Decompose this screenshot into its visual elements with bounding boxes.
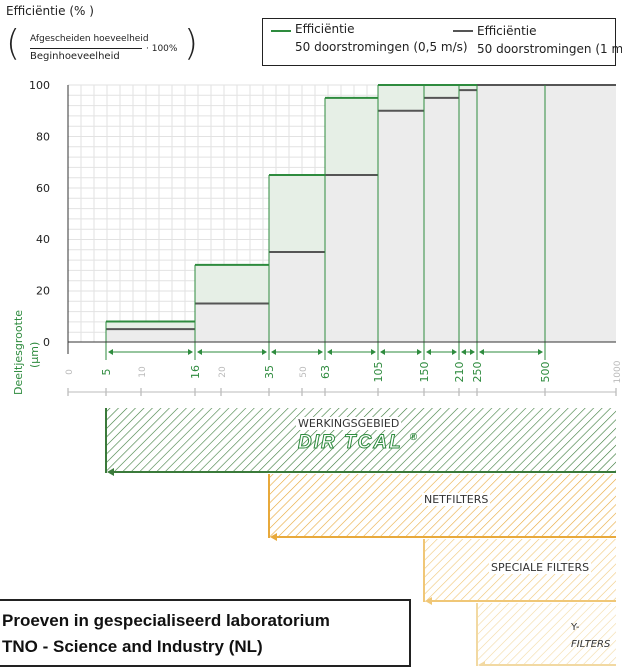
band-y-filters-arrow [478, 661, 485, 666]
range-arrow-head-left [327, 349, 332, 355]
step-fill-1 [459, 90, 477, 342]
y-axis-title: Efficiëntie (% ) [6, 4, 94, 18]
range-arrow-head-left [380, 349, 385, 355]
band-speciale-filters-arrow [425, 597, 432, 605]
lab-note-line2: TNO - Science and Industry (NL) [2, 637, 263, 656]
step-fill-1 [269, 252, 325, 342]
y-tick-label: 80 [36, 130, 50, 143]
band-netfilters-arrow [270, 533, 277, 541]
x-tick-label-minor: 1000 [613, 360, 622, 383]
legend-swatch-1 [453, 30, 473, 32]
formula-divider [30, 48, 142, 49]
legend-label-05-line1: Efficiëntie [295, 22, 355, 36]
chart-axes: 0 20 40 60 80 100 5 16 35 63 105 150 210 250 500 0 10 20 5… [29, 79, 622, 396]
range-arrow-head-left [461, 349, 466, 355]
x-tick-label-minor: 50 [299, 366, 309, 378]
lab-note-line1: Proeven in gespecialiseerd laboratorium [2, 611, 330, 630]
formula-factor: · 100% [146, 44, 178, 54]
x-tick-label: 63 [319, 365, 332, 379]
x-tick-label: 150 [418, 362, 431, 383]
x-tick-label-minor: 10 [138, 366, 148, 378]
step-fill-1 [325, 174, 378, 342]
band-y-filters [477, 603, 616, 666]
range-arrow-head-right [538, 349, 543, 355]
formula-numerator: Afgescheiden hoeveelheid [30, 34, 149, 44]
x-tick-label: 250 [471, 362, 484, 383]
range-arrow-head-left [426, 349, 431, 355]
chart-fills [106, 85, 616, 342]
range-bands [105, 408, 616, 666]
x-tick-label: 16 [189, 365, 202, 379]
formula-denominator: Beginhoeveelheid [30, 51, 120, 62]
legend-label-05-line2: 50 doorstromingen (0,5 m/s) [295, 40, 468, 54]
range-arrow-head-left [271, 349, 276, 355]
step-fill-1 [195, 303, 269, 342]
x-tick-label-minor: 0 [65, 369, 75, 375]
x-tick-label-minor: 20 [218, 366, 228, 378]
x-tick-label: 210 [453, 362, 466, 383]
range-arrow-head-right [371, 349, 376, 355]
legend: Efficiëntie 50 doorstromingen (0,5 m/s) … [262, 18, 622, 66]
y-tick-label: 0 [43, 336, 50, 349]
band-label-y: Y- [571, 622, 580, 633]
legend-label-1-line2: 50 doorstromingen (1 m/s) [477, 42, 622, 56]
chart-series [105, 84, 616, 360]
band-label-netfilters: NETFILTERS [422, 493, 491, 506]
lab-note: Proeven in gespecialiseerd laboratorium … [0, 599, 411, 667]
step-fill-1 [424, 97, 459, 342]
range-arrow-head-left [108, 349, 113, 355]
step-fill-1 [378, 110, 424, 342]
brand-mark: ® [409, 432, 419, 443]
band-label-werkingsgebied: WERKINGSGEBIED [296, 417, 402, 430]
x-tick-label: 5 [100, 369, 113, 376]
range-arrow-head-left [197, 349, 202, 355]
range-arrow-head-right [262, 349, 267, 355]
step-fill-1 [477, 85, 545, 342]
brand-logo: DIR TCAL ® [297, 432, 419, 454]
range-arrow-head-right [452, 349, 457, 355]
range-arrow-head-right [318, 349, 323, 355]
y-tick-label: 40 [36, 233, 50, 246]
range-arrow-head-right [188, 349, 193, 355]
y-tick-label: 100 [29, 79, 50, 92]
formula-close-paren: ) [184, 23, 199, 64]
band-netfilters [269, 474, 616, 538]
legend-swatch-05 [271, 30, 291, 32]
formula-open-paren: ( [6, 23, 21, 64]
step-fill-1 [106, 329, 195, 342]
band-werkingsgebied-arrow [107, 468, 114, 476]
legend-label-1-line1: Efficiëntie [477, 24, 537, 38]
band-label-speciale-filters: SPECIALE FILTERS [489, 561, 592, 574]
y-tick-label: 60 [36, 182, 50, 195]
band-label-filters: FILTERS [571, 639, 611, 650]
range-arrow-head-right [470, 349, 475, 355]
step-fill-1 [545, 85, 616, 342]
x-tick-label: 35 [263, 365, 276, 379]
x-tick-label: 105 [372, 362, 385, 383]
range-arrow-head-left [479, 349, 484, 355]
range-arrow-head-right [417, 349, 422, 355]
x-axis-unit: (µm) [28, 341, 41, 368]
y-tick-label: 20 [36, 285, 50, 298]
x-axis-title: Deeltjesgrootte [12, 309, 26, 396]
x-tick-label: 500 [539, 362, 552, 383]
brand-name: DIR TCAL [297, 432, 403, 454]
